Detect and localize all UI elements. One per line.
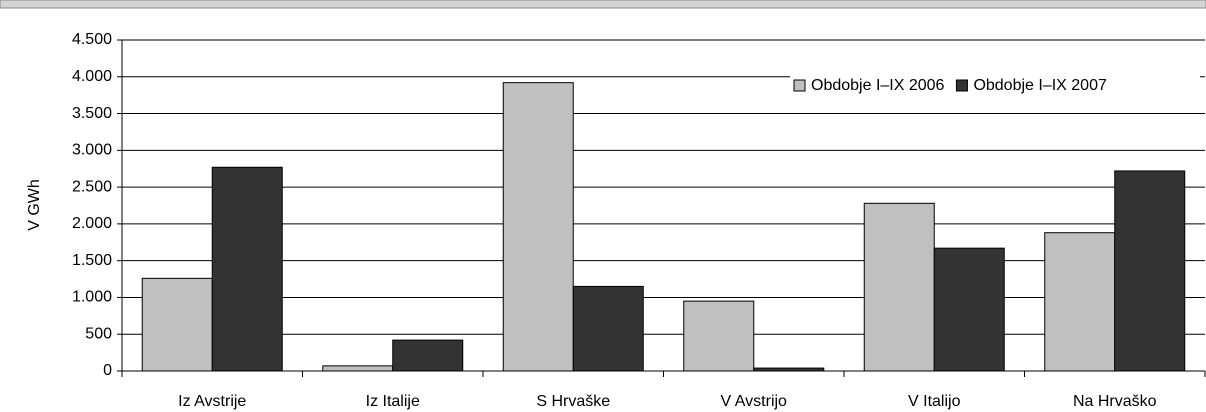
y-axis-label: V GWh [26, 179, 43, 231]
y-tick-label: 500 [85, 325, 112, 342]
top-strip [0, 0, 1206, 9]
legend-swatch [793, 79, 806, 92]
x-tick-label: Iz Avstrije [178, 393, 246, 410]
legend-box [790, 70, 1200, 102]
y-tick-label: 3.500 [72, 105, 112, 122]
bar [753, 367, 825, 372]
y-tick-label: 2.500 [72, 178, 112, 195]
bar [1044, 232, 1116, 372]
bar [1114, 170, 1186, 372]
y-tick-label: 2.000 [72, 215, 112, 232]
bar [392, 339, 464, 372]
bar [572, 285, 644, 372]
bar [683, 300, 755, 372]
legend-label: Obdobje I–IX 2007 [973, 77, 1107, 94]
bar [863, 202, 935, 372]
y-tick-label: 1.000 [72, 289, 112, 306]
x-tick-label: Na Hrvaško [1073, 393, 1157, 410]
y-tick-label: 4.500 [72, 31, 112, 48]
x-tick-label: V Avstrijo [721, 393, 788, 410]
x-tick-label: V Italijo [908, 393, 961, 410]
y-tick-label: 3.000 [72, 142, 112, 159]
y-tick-label: 4.000 [72, 68, 112, 85]
bar [211, 166, 283, 372]
legend-label: Obdobje I–IX 2006 [811, 77, 945, 94]
bar [322, 365, 394, 372]
x-tick-label: S Hrvaške [536, 393, 610, 410]
legend-swatch [955, 79, 968, 92]
y-tick-label: 1.500 [72, 252, 112, 269]
bar [933, 247, 1005, 372]
bar [502, 82, 574, 372]
bar [141, 277, 213, 372]
y-tick-label: 0 [103, 362, 112, 379]
x-tick-label: Iz Italije [366, 393, 420, 410]
